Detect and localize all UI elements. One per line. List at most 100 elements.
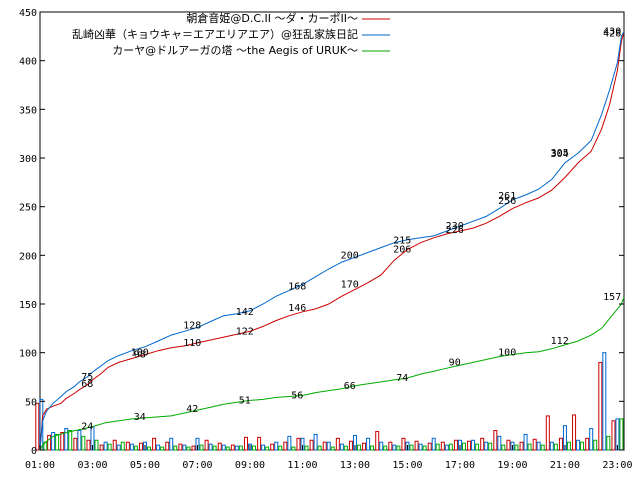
bar-s0-31 — [440, 441, 445, 451]
bar-s0-39 — [545, 415, 550, 451]
data-label-3: 98 — [134, 350, 146, 361]
bar-s2-5 — [107, 443, 112, 451]
bar-s2-4 — [94, 439, 99, 451]
bar-s2-19 — [291, 446, 296, 451]
data-label-27: 304 — [551, 149, 569, 160]
bar-s2-6 — [120, 441, 125, 451]
bar-s0-23 — [335, 437, 340, 451]
bar-s2-7 — [133, 445, 138, 451]
bar-s2-29 — [422, 445, 427, 451]
data-label-28: 305 — [551, 148, 569, 159]
bar-s2-10 — [173, 445, 178, 451]
bar-s1-39 — [549, 441, 554, 451]
bar-s1-35 — [497, 435, 502, 451]
plot-area-frame — [39, 11, 625, 451]
data-label-4: 100 — [131, 348, 149, 359]
x-tick-label-1: 03:00 — [77, 460, 107, 471]
data-label-10: 142 — [236, 307, 254, 318]
data-label-30: 428 — [603, 28, 621, 39]
y-tick-label-9: 450 — [19, 8, 37, 19]
bar-s1-15 — [234, 445, 239, 451]
bar-s0-28 — [401, 437, 406, 451]
x-tick-label-3: 07:00 — [182, 460, 212, 471]
x-tick-label-9: 19:00 — [497, 460, 527, 471]
legend-label-2: カーヤ@ドルアーガの塔 ～the Aegis of URUK～ — [112, 44, 358, 57]
bar-s0-44 — [611, 420, 616, 451]
data-label-15: 170 — [341, 280, 359, 291]
bar-s1-38 — [536, 441, 541, 451]
bar-s1-41 — [576, 439, 581, 451]
bar-s0-2 — [60, 431, 65, 451]
bar-s1-17 — [261, 444, 266, 451]
bar-s0-21 — [309, 439, 314, 451]
bar-s0-7 — [125, 441, 130, 451]
bar-s1-3 — [77, 430, 82, 451]
bar-s0-29 — [414, 440, 419, 451]
bar-s0-41 — [572, 414, 577, 451]
bar-s1-5 — [103, 441, 108, 451]
bar-s2-3 — [81, 435, 86, 451]
bar-s2-43 — [606, 435, 611, 451]
bar-s1-7 — [129, 443, 134, 451]
bar-s2-13 — [212, 445, 217, 451]
bar-s0-34 — [480, 437, 485, 451]
bar-s0-5 — [99, 444, 104, 451]
data-label-32: 157 — [603, 292, 621, 303]
bar-s0-43 — [598, 361, 603, 451]
bar-s2-14 — [225, 446, 230, 451]
bar-s2-17 — [265, 446, 270, 451]
bar-s0-38 — [532, 438, 537, 451]
bar-s0-40 — [558, 437, 563, 451]
x-tick-label-4: 09:00 — [235, 460, 265, 471]
bar-s0-20 — [296, 437, 301, 451]
bar-s2-31 — [448, 443, 453, 451]
bar-s1-11 — [182, 444, 187, 451]
bar-s2-36 — [514, 444, 519, 451]
x-tick-label-7: 15:00 — [392, 460, 422, 471]
bar-s1-33 — [471, 439, 476, 451]
data-label-14: 56 — [291, 390, 303, 401]
bar-s2-16 — [251, 445, 256, 451]
y-tick-label-6: 300 — [19, 154, 37, 165]
data-label-5: 34 — [134, 412, 146, 423]
y-tick-label-4: 200 — [19, 251, 37, 262]
bar-s2-26 — [383, 445, 388, 451]
y-tick-label-1: 50 — [25, 397, 37, 408]
data-label-18: 206 — [393, 244, 411, 255]
bar-s2-42 — [593, 439, 598, 451]
series-line-0 — [39, 31, 625, 451]
bar-s1-21 — [313, 433, 318, 451]
data-label-31: 430 — [603, 26, 621, 37]
bar-s2-35 — [501, 444, 506, 451]
data-label-layer: 6875249810034110128421221425114616856170… — [81, 26, 621, 432]
bar-s1-30 — [431, 437, 436, 451]
data-label-6: 110 — [183, 338, 201, 349]
bar-s0-4 — [86, 439, 91, 451]
bar-s0-19 — [283, 441, 288, 451]
y-axis: 0 50 100 150 200 250 300 350 400 450 — [19, 8, 624, 457]
bar-s0-25 — [362, 442, 367, 451]
bar-s0-30 — [427, 442, 432, 451]
bar-s0-16 — [243, 436, 248, 451]
data-label-19: 215 — [393, 236, 411, 247]
x-tick-label-5: 11:00 — [287, 460, 317, 471]
data-label-2: 24 — [81, 422, 93, 433]
bar-s2-27 — [396, 445, 401, 451]
line-layer — [39, 31, 625, 451]
bar-s0-32 — [453, 439, 458, 451]
y-tick-label-5: 250 — [19, 203, 37, 214]
bar-s2-41 — [580, 441, 585, 451]
bar-s1-23 — [339, 443, 344, 451]
bar-s2-40 — [566, 441, 571, 451]
data-label-21: 226 — [446, 225, 464, 236]
bar-s2-24 — [356, 444, 361, 451]
bar-s0-8 — [138, 442, 143, 451]
bar-s0-12 — [191, 445, 196, 451]
y-tick-label-8: 400 — [19, 57, 37, 68]
bar-s0-24 — [348, 440, 353, 451]
bar-s2-23 — [343, 445, 348, 451]
bar-s0-27 — [388, 441, 393, 451]
bar-s0-22 — [322, 441, 327, 451]
bar-s1-43 — [602, 352, 607, 451]
